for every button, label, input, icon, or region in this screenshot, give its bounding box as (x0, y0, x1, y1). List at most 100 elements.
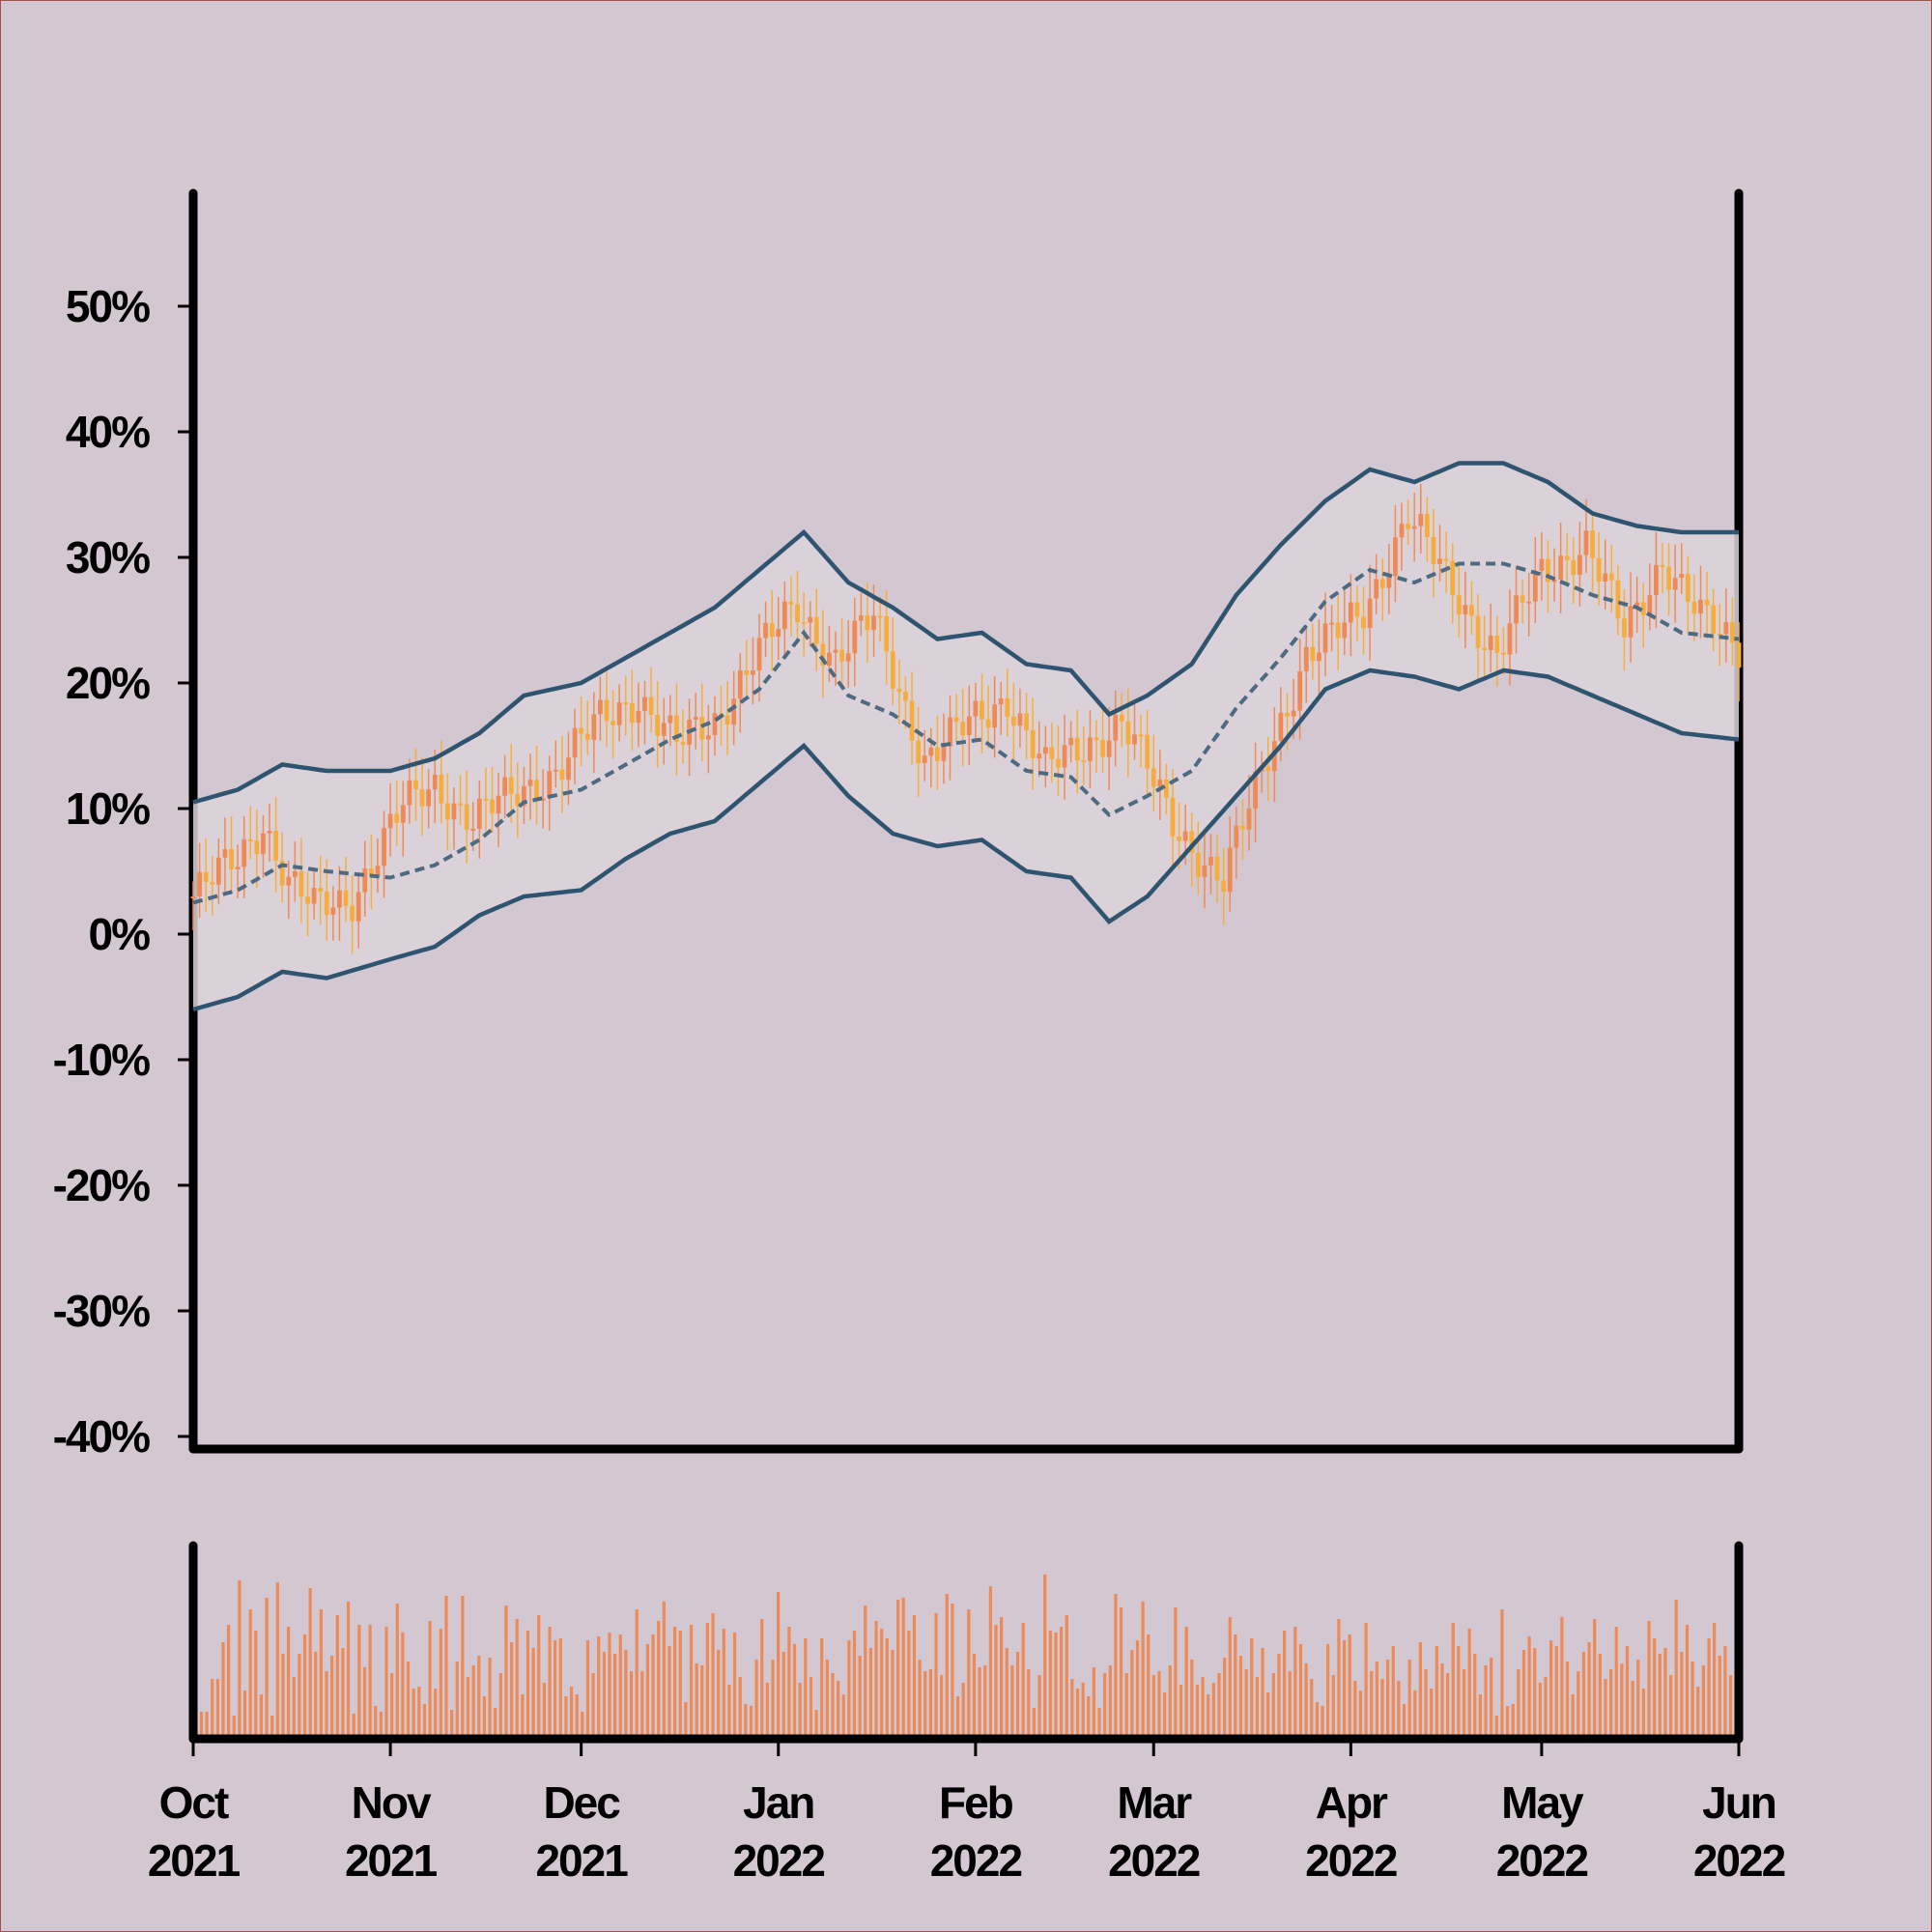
candle-body (508, 777, 514, 794)
candle-body (547, 771, 553, 799)
volume-bar (417, 1687, 421, 1739)
volume-bar (662, 1602, 666, 1739)
candle-body (1081, 759, 1087, 762)
volume-bar (1538, 1683, 1542, 1739)
volume-bar (618, 1634, 622, 1739)
candle-body (1463, 605, 1468, 615)
volume-bar (923, 1671, 927, 1739)
volume-bar (1614, 1627, 1618, 1739)
x-tick-label-year: 2022 (930, 1835, 1022, 1886)
y-tick-label: 50% (66, 281, 150, 331)
candle-body (1654, 564, 1659, 596)
volume-bar (581, 1712, 584, 1739)
volume-bar (265, 1598, 269, 1739)
volume-bar (749, 1706, 753, 1739)
volume-bar (1092, 1667, 1095, 1739)
volume-bar (509, 1642, 514, 1739)
volume-bar (837, 1681, 840, 1739)
volume-bar (961, 1683, 965, 1739)
volume-bar (1473, 1654, 1477, 1739)
volume-bar (928, 1669, 932, 1739)
candle-body (642, 696, 647, 711)
volume-bar (1658, 1654, 1662, 1739)
volume-bar (488, 1658, 492, 1739)
volume-bar (531, 1648, 535, 1739)
candle-body (1494, 636, 1500, 653)
volume-bar (717, 1650, 721, 1739)
candle-body (1094, 737, 1099, 741)
volume-bar (1517, 1669, 1520, 1739)
candle-body (444, 803, 450, 820)
candle-body (458, 803, 463, 806)
candle-body (426, 789, 432, 807)
volume-bar (945, 1594, 949, 1739)
volume-bar (379, 1712, 383, 1739)
candle-body (922, 755, 927, 763)
candle-body (655, 715, 661, 736)
candle-body (515, 793, 521, 807)
volume-bar (542, 1683, 546, 1739)
candle-body (877, 615, 883, 618)
volume-bar (1430, 1689, 1434, 1739)
candle-body (1010, 716, 1016, 726)
candle-body (611, 721, 615, 725)
candle-body (890, 651, 895, 690)
volume-bar (891, 1650, 895, 1739)
candle-body (242, 838, 247, 867)
candle-body (559, 769, 565, 781)
volume-bar (1331, 1675, 1335, 1739)
volume-bar (1261, 1648, 1264, 1739)
candle-body (387, 813, 393, 829)
candle-body (368, 868, 374, 876)
volume-bar (1163, 1692, 1167, 1739)
volume-bar (967, 1609, 971, 1739)
candle-body (267, 831, 272, 834)
candle-body (1310, 646, 1316, 662)
volume-bar (1701, 1665, 1705, 1739)
volume-bar (1587, 1642, 1591, 1739)
volume-bar (1407, 1660, 1411, 1739)
candle-layer (190, 483, 1742, 954)
candle-body (1253, 771, 1258, 810)
volume-bar (895, 1600, 900, 1739)
volume-bar (1668, 1675, 1673, 1739)
band-fill (193, 463, 1739, 1009)
volume-bar (1549, 1640, 1553, 1739)
candle-body (190, 896, 196, 898)
candle-body (871, 615, 876, 631)
candle-body (801, 622, 807, 625)
volume-bar (242, 1690, 247, 1739)
candle-body (1608, 573, 1614, 581)
candle-body (985, 719, 991, 728)
candle-body (884, 615, 890, 652)
volume-bar (1500, 1609, 1504, 1739)
volume-bar (314, 1652, 318, 1739)
volume-bar (1000, 1617, 1004, 1739)
candle-body (1030, 729, 1036, 759)
volume-bar (1435, 1646, 1438, 1739)
volume-bar (700, 1665, 704, 1739)
volume-bar (444, 1596, 448, 1739)
candle-body (1539, 558, 1545, 571)
candle-body (1017, 713, 1023, 726)
volume-bar (1157, 1671, 1161, 1739)
volume-bar (1141, 1602, 1145, 1739)
candle-body (623, 702, 629, 705)
candle-body (311, 888, 317, 904)
candle-body (636, 710, 641, 724)
candle-body (1074, 737, 1080, 760)
x-tick-label-month: May (1501, 1777, 1584, 1828)
candle-body (254, 840, 260, 855)
candle-body (1246, 809, 1252, 830)
volume-bar (657, 1621, 661, 1739)
candle-body (210, 881, 215, 885)
candle-body (1406, 524, 1411, 529)
volume-bar (450, 1710, 454, 1739)
volume-bar (1641, 1689, 1646, 1739)
volume-bar (1718, 1656, 1721, 1739)
volume-bar (672, 1627, 677, 1739)
volume-bar (308, 1588, 312, 1739)
volume-bar (1625, 1646, 1630, 1739)
candle-body (1558, 555, 1564, 580)
candle-body (1622, 618, 1627, 638)
